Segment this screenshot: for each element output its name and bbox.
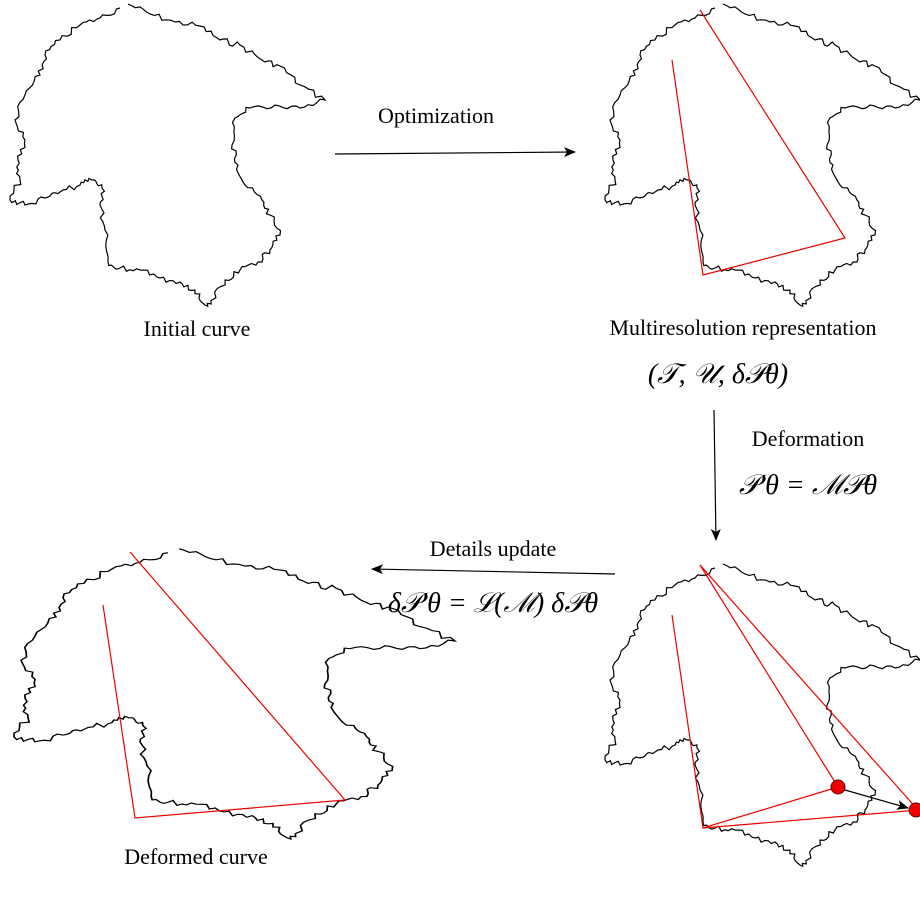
multiresolution-curve [604,3,920,307]
initial-curve [9,3,326,307]
control-polygon [671,564,839,829]
label: Multiresolution representation [610,315,877,340]
arrow [371,564,616,575]
deformed-polygon [699,564,920,829]
control-point [830,779,846,795]
label: Deformed curve [124,844,268,869]
deforming-curve [604,563,920,867]
deformed-polygon [102,551,347,819]
control-polygon [671,9,846,276]
arrow [710,409,721,541]
formula: 𝒫′θ = ℳ𝒫θ [739,470,878,501]
label: Optimization [378,103,494,128]
arrow [334,147,576,158]
control-point [908,802,920,818]
label: Initial curve [144,316,251,341]
formula: δ𝒫′θ = ℒ(ℳ) δ𝒫θ [388,588,599,619]
displacement-arrow [837,787,909,810]
label: Deformation [752,426,864,451]
formula: (𝒯, 𝒰, δ𝒫θ) [648,359,788,390]
label: Details update [430,536,556,561]
